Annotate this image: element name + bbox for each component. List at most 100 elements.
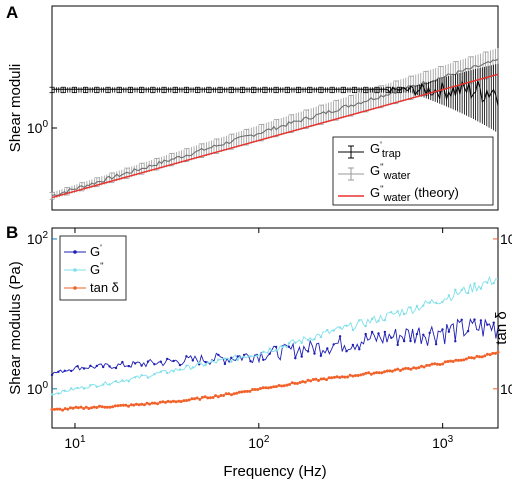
tan-delta-point <box>485 352 489 356</box>
y-tick-label: 102 <box>27 230 49 247</box>
g-prime-point <box>57 370 60 373</box>
g-double-prime-point <box>281 345 284 349</box>
tan-delta-point <box>295 382 299 385</box>
tan-delta-point <box>338 376 342 379</box>
tan-delta-point <box>50 408 54 411</box>
tan-delta-point <box>103 405 107 409</box>
g-prime-point <box>153 363 156 366</box>
tan-delta-point <box>343 375 347 379</box>
g-double-prime-point <box>185 364 188 367</box>
tan-delta-point <box>327 376 331 380</box>
g-double-prime-point <box>57 392 60 395</box>
tan-delta-point <box>306 378 310 382</box>
tan-delta-point <box>319 377 323 381</box>
tan-delta-point <box>121 403 125 407</box>
panel-b: B 101 102 103 100 102 100 102 Frequency (Hz)… <box>6 223 512 480</box>
tan-delta-point <box>348 373 352 377</box>
x-tick-label: 101 <box>64 434 86 451</box>
tan-delta-point <box>206 396 210 400</box>
g-double-prime-point <box>153 373 156 376</box>
g-double-prime-point <box>114 380 118 383</box>
tan-delta-point <box>456 358 460 362</box>
tan-delta-point <box>166 399 170 403</box>
tan-delta-point <box>79 405 83 409</box>
g-prime-point <box>306 350 310 353</box>
tan-delta-point <box>288 383 291 386</box>
panel-b-y-axis-label: Shear modulus (Pa) <box>7 261 24 394</box>
g-prime-point <box>76 365 79 368</box>
g-prime-point <box>492 321 495 324</box>
tan-delta-point <box>332 375 336 379</box>
panel-a-series <box>49 48 499 200</box>
g-double-prime-point <box>409 306 412 309</box>
g-double-prime-point <box>294 341 297 344</box>
g-double-prime-point <box>70 387 73 390</box>
g-double-prime-point <box>268 347 271 350</box>
tan-delta-point <box>409 367 413 371</box>
g-prime-point <box>486 323 489 326</box>
tan-delta-point <box>245 389 249 393</box>
tan-delta-point <box>124 403 128 407</box>
tan-delta-point <box>253 388 257 391</box>
tan-delta-point <box>259 387 262 390</box>
tan-delta-point <box>182 399 186 403</box>
tan-delta-point <box>454 358 458 362</box>
tan-delta-point <box>71 406 75 410</box>
g-double-prime-point <box>364 324 367 328</box>
g-prime-point <box>95 364 99 368</box>
tan-delta-point <box>369 372 373 376</box>
tan-delta-point <box>317 379 320 382</box>
tan-delta-point <box>467 356 471 360</box>
tan-delta-point <box>380 371 384 375</box>
tan-delta-point <box>219 394 223 397</box>
g-double-prime-point <box>338 326 342 329</box>
tan-delta-point <box>216 395 220 399</box>
tan-delta-point <box>248 389 252 393</box>
tan-delta-point <box>164 400 167 404</box>
tan-delta-point <box>293 381 297 385</box>
panel-b-x-axis-label: Frequency (Hz) <box>223 463 326 480</box>
g-double-prime-point <box>473 282 476 285</box>
tan-delta-point <box>58 407 62 411</box>
tan-delta-point <box>158 400 162 404</box>
tan-delta-point <box>356 374 360 377</box>
tan-delta-point <box>240 390 244 394</box>
g-prime-point <box>402 339 406 343</box>
tan-delta-point <box>351 374 355 378</box>
legend-entry: G' <box>90 243 102 259</box>
tan-delta-point <box>401 367 405 371</box>
tan-delta-point <box>95 406 99 409</box>
g-prime-point <box>377 332 380 335</box>
tan-delta-point <box>364 371 368 375</box>
g-double-prime-point <box>345 324 348 327</box>
g-double-prime-point <box>76 386 79 390</box>
g-prime-point <box>364 332 367 336</box>
tan-delta-point <box>153 401 157 405</box>
tan-delta-point <box>311 378 315 381</box>
g-double-prime-point <box>172 370 175 373</box>
tan-delta-point <box>491 351 495 355</box>
g-prime-point <box>447 330 451 333</box>
g-prime-point <box>191 359 194 362</box>
g-double-prime-point <box>198 361 201 364</box>
legend-entry: G'' <box>90 261 104 277</box>
tan-delta-point <box>441 362 445 366</box>
y-tick-label: 100 <box>27 119 49 136</box>
tan-delta-point <box>414 366 418 370</box>
tan-delta-point <box>150 401 154 405</box>
g-prime-point <box>178 363 182 367</box>
tan-delta-point <box>298 381 302 384</box>
g-double-prime-point <box>159 370 162 373</box>
g-prime-point <box>434 343 438 346</box>
tan-delta-point <box>87 407 91 410</box>
tan-delta-point <box>53 407 57 411</box>
g-prime-point <box>108 365 111 368</box>
tan-delta-point <box>359 373 363 377</box>
x-tick-label: 102 <box>248 434 270 451</box>
g-double-prime-point <box>319 335 323 339</box>
tan-delta-point <box>330 376 334 380</box>
g-prime-point <box>287 345 291 348</box>
tan-delta-point <box>367 371 371 375</box>
tan-delta-point <box>243 390 247 393</box>
tan-delta-point <box>169 400 173 404</box>
